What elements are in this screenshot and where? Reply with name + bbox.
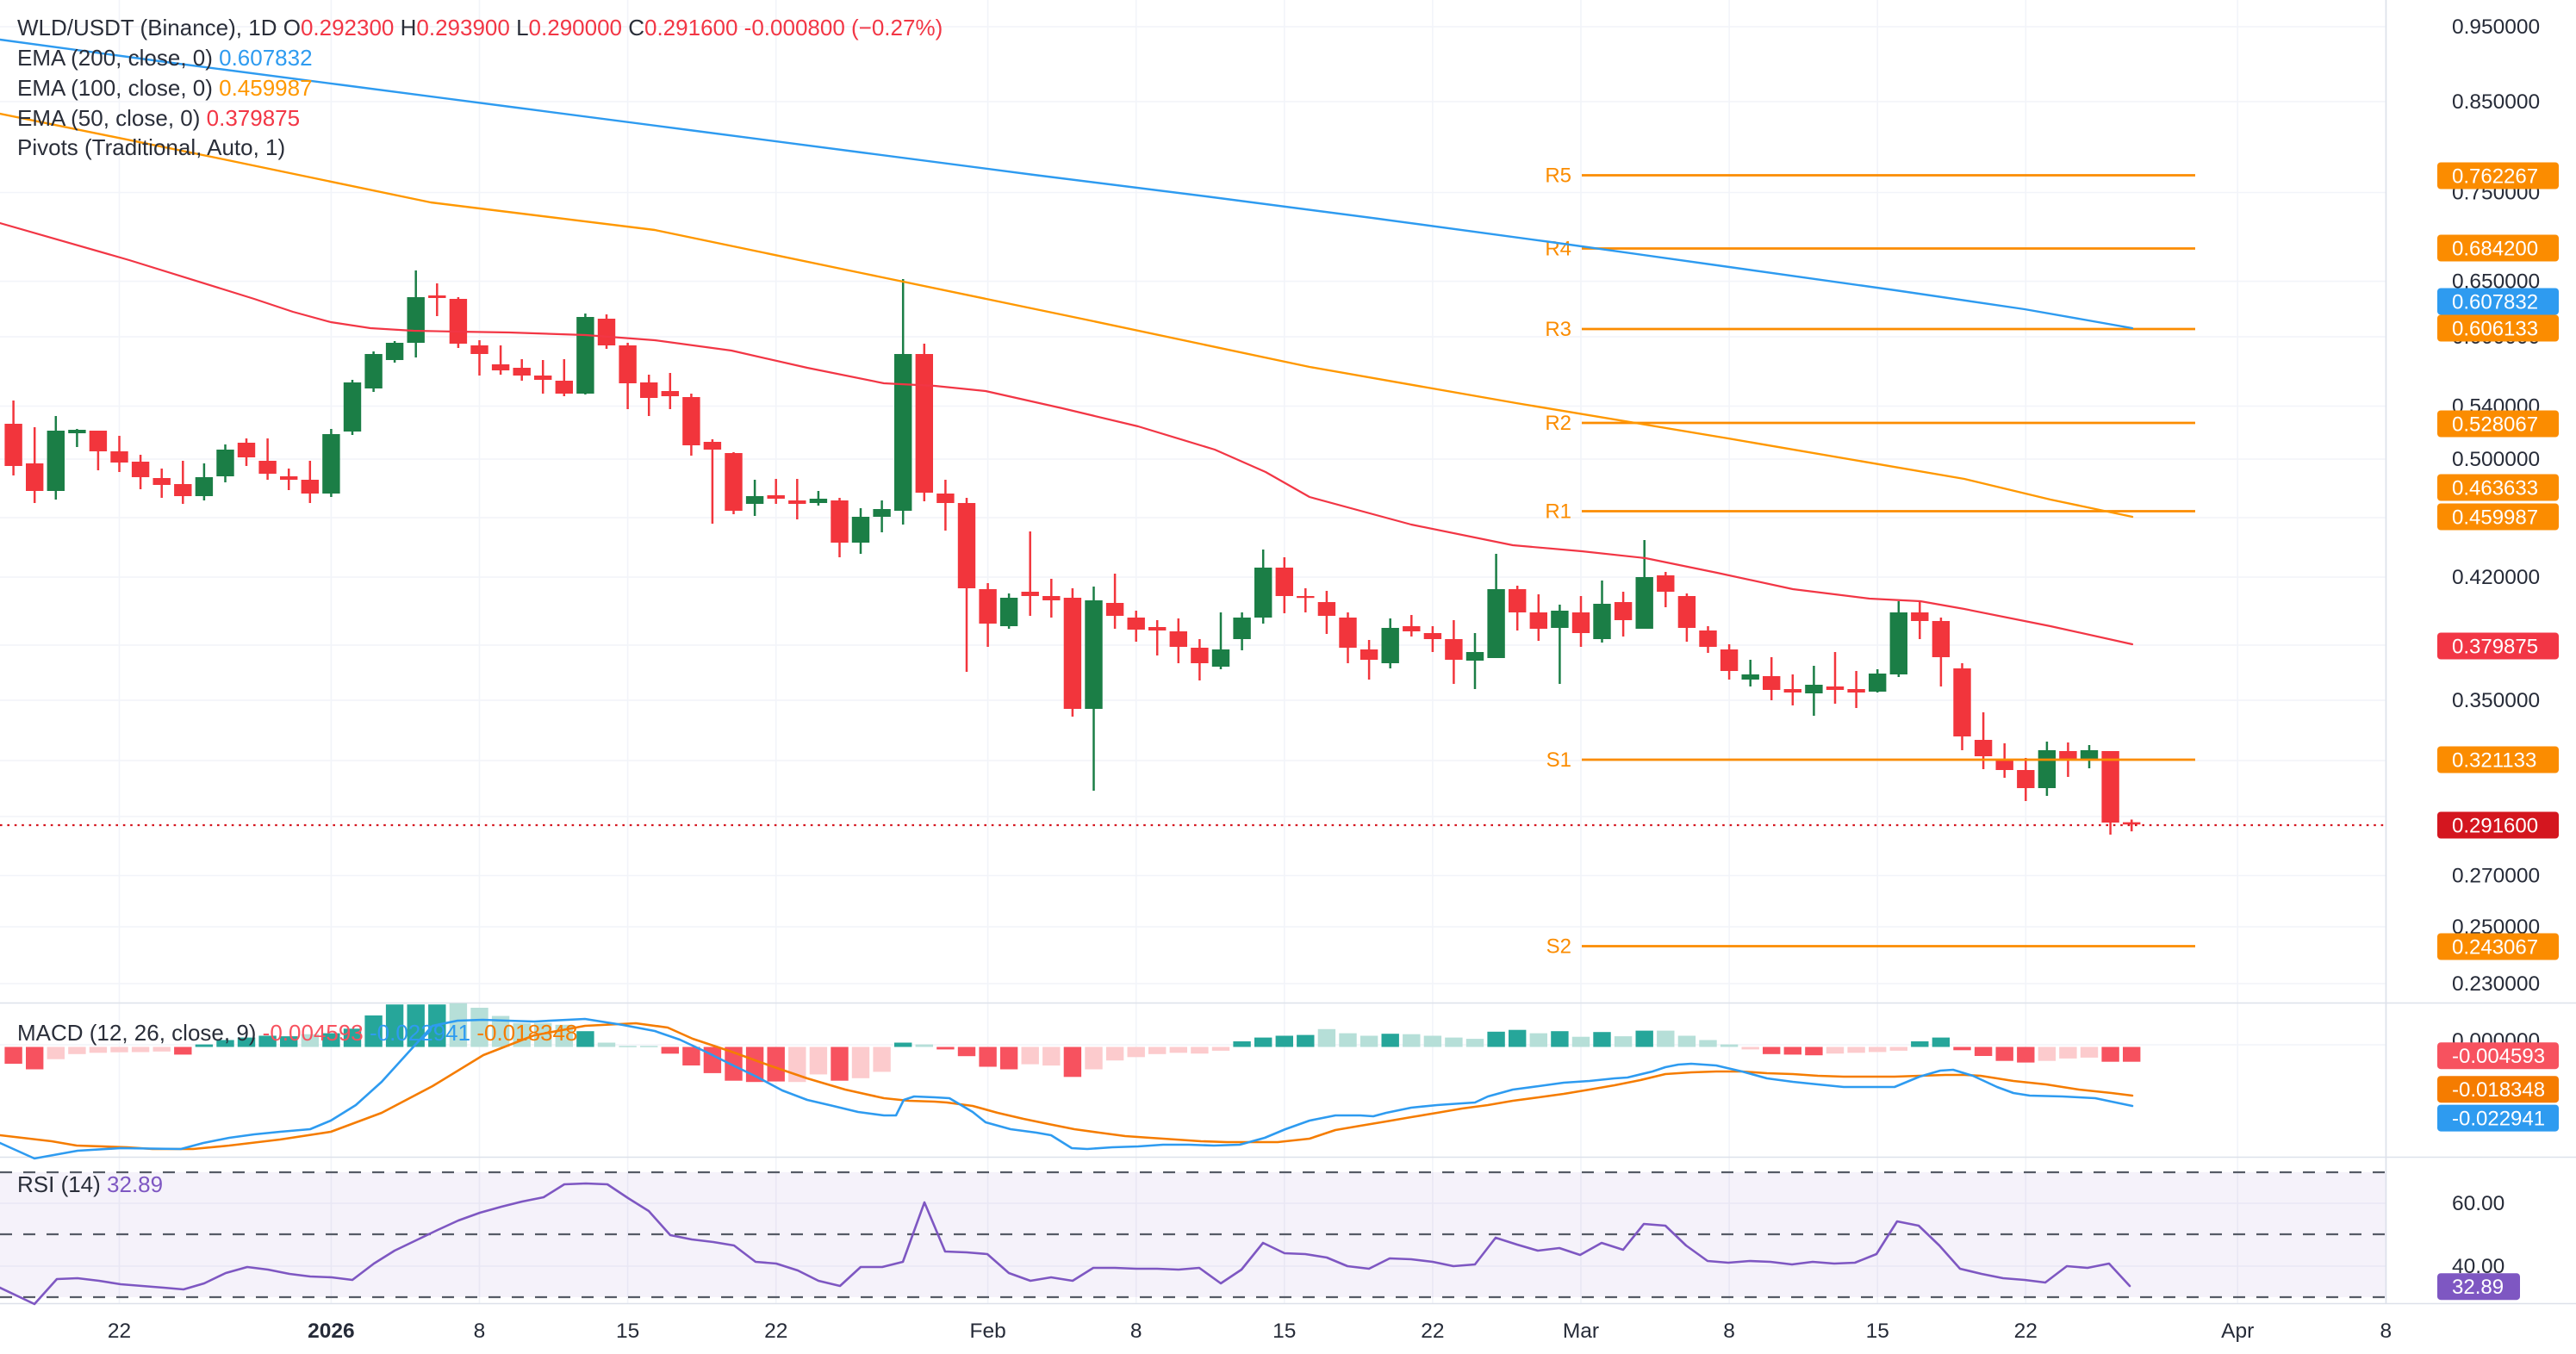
svg-text:EMA (50, close, 0) 0.379875: EMA (50, close, 0) 0.379875 (17, 105, 300, 131)
svg-text:0.230000: 0.230000 (2452, 972, 2540, 996)
svg-text:0.463633: 0.463633 (2452, 477, 2538, 500)
svg-text:0.850000: 0.850000 (2452, 90, 2540, 114)
svg-text:40.00: 40.00 (2452, 1255, 2504, 1278)
svg-text:0.420000: 0.420000 (2452, 566, 2540, 589)
svg-text:8: 8 (1130, 1320, 1142, 1343)
svg-text:0.684200: 0.684200 (2452, 238, 2538, 261)
svg-text:EMA (200, close, 0) 0.607832: EMA (200, close, 0) 0.607832 (17, 45, 313, 71)
svg-text:15: 15 (1272, 1320, 1296, 1343)
svg-text:60.00: 60.00 (2452, 1192, 2504, 1215)
svg-text:MACD (12, 26, close, 9) -0.00: MACD (12, 26, close, 9) -0.004593 -0.022… (17, 1020, 577, 1046)
svg-text:RSI (14) 32.89: RSI (14) 32.89 (17, 1171, 163, 1197)
svg-text:0.950000: 0.950000 (2452, 16, 2540, 39)
svg-text:0.459987: 0.459987 (2452, 506, 2538, 530)
svg-text:2026: 2026 (308, 1320, 355, 1343)
svg-text:WLD/USDT (Binance), 1D O0.292: WLD/USDT (Binance), 1D O0.292300 H0.2939… (17, 15, 943, 40)
svg-text:8: 8 (1723, 1320, 1735, 1343)
svg-text:R2: R2 (1545, 412, 1571, 435)
svg-text:R1: R1 (1545, 500, 1571, 524)
svg-text:-0.018348: -0.018348 (2452, 1078, 2545, 1102)
svg-text:22: 22 (2014, 1320, 2038, 1343)
svg-text:-0.022941: -0.022941 (2452, 1108, 2545, 1131)
svg-text:8: 8 (2380, 1320, 2392, 1343)
svg-text:S2: S2 (1546, 935, 1571, 959)
svg-text:0.270000: 0.270000 (2452, 865, 2540, 888)
svg-text:0.379875: 0.379875 (2452, 636, 2538, 659)
svg-text:0.321133: 0.321133 (2452, 749, 2536, 773)
svg-text:-0.004593: -0.004593 (2452, 1045, 2545, 1068)
svg-text:Feb: Feb (969, 1320, 1005, 1343)
svg-text:Apr: Apr (2221, 1320, 2254, 1343)
svg-text:EMA (100, close, 0) 0.459987: EMA (100, close, 0) 0.459987 (17, 75, 313, 101)
svg-text:R5: R5 (1545, 165, 1571, 188)
svg-text:15: 15 (1866, 1320, 1889, 1343)
svg-text:0.350000: 0.350000 (2452, 689, 2540, 712)
svg-text:8: 8 (474, 1320, 486, 1343)
svg-text:0.243067: 0.243067 (2452, 936, 2538, 960)
svg-text:S1: S1 (1546, 748, 1571, 772)
svg-text:0.762267: 0.762267 (2452, 165, 2538, 189)
svg-text:R3: R3 (1545, 318, 1571, 341)
svg-text:0.500000: 0.500000 (2452, 448, 2540, 471)
svg-text:22: 22 (1421, 1320, 1444, 1343)
svg-text:22: 22 (108, 1320, 131, 1343)
svg-text:0.607832: 0.607832 (2452, 291, 2538, 314)
svg-text:0.291600: 0.291600 (2452, 815, 2538, 838)
svg-text:0.528067: 0.528067 (2452, 413, 2538, 437)
svg-text:22: 22 (764, 1320, 787, 1343)
svg-text:Mar: Mar (1563, 1320, 1599, 1343)
svg-text:32.89: 32.89 (2452, 1276, 2504, 1299)
svg-text:Pivots (Traditional, Auto, 1): Pivots (Traditional, Auto, 1) (17, 134, 285, 160)
svg-text:15: 15 (616, 1320, 639, 1343)
svg-text:0.606133: 0.606133 (2452, 318, 2538, 341)
